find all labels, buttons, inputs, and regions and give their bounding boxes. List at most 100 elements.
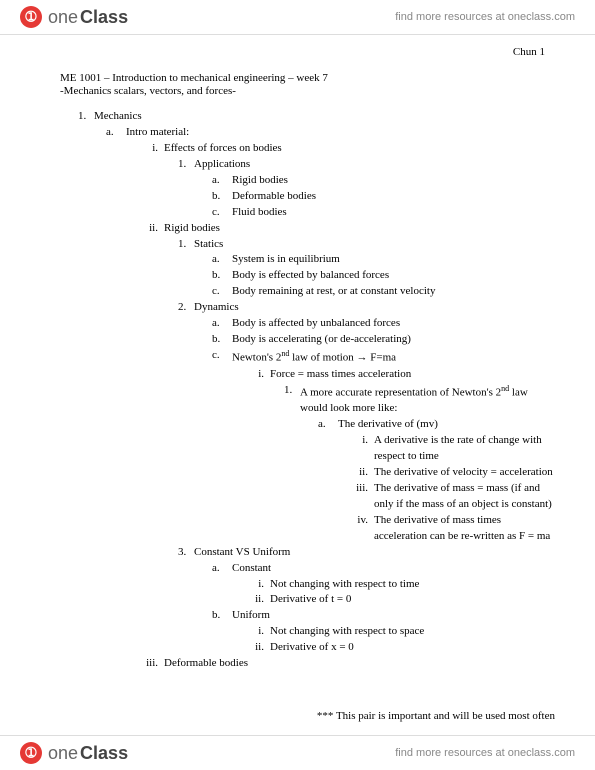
footer-tagline: find more resources at oneclass.com <box>395 747 575 759</box>
list-item: a.The derivative of (mv) <box>60 417 555 433</box>
marker: ii. <box>142 221 164 237</box>
marker: 1. <box>178 157 194 173</box>
marker: a. <box>318 417 338 433</box>
marker: b. <box>212 189 232 205</box>
list-item: i.A derivative is the rate of change wit… <box>60 433 555 465</box>
list-item: iii.Deformable bodies <box>60 656 555 672</box>
text: Deformable bodies <box>164 656 555 672</box>
text: Intro material: <box>126 125 555 141</box>
text: Effects of forces on bodies <box>164 141 555 157</box>
marker: i. <box>352 433 374 465</box>
marker: a. <box>212 561 232 577</box>
brand-text-class: Class <box>80 743 128 764</box>
text: Fluid bodies <box>232 205 555 221</box>
list-item: b.Body is effected by balanced forces <box>60 268 555 284</box>
list-item: a.Constant <box>60 561 555 577</box>
outline: 1.Mechanics a.Intro material: i.Effects … <box>60 109 555 672</box>
list-item: a.Body is affected by unbalanced forces <box>60 316 555 332</box>
text: Newton's 2nd law of motion → F=ma <box>232 348 555 367</box>
text: Rigid bodies <box>164 221 555 237</box>
page-corner-label: Chun 1 <box>60 46 555 72</box>
list-item: 1.Applications <box>60 157 555 173</box>
marker: 1. <box>78 109 94 125</box>
footer-bar: ➀ oneClass find more resources at onecla… <box>0 735 595 770</box>
marker: i. <box>248 577 270 593</box>
text: System is in equilibrium <box>232 252 555 268</box>
list-item: 1.Mechanics <box>60 109 555 125</box>
brand-text-class: Class <box>80 7 128 28</box>
brand-icon: ➀ <box>20 742 42 764</box>
header-tagline: find more resources at oneclass.com <box>395 11 575 23</box>
brand-text-one: one <box>48 7 78 28</box>
text: Constant <box>232 561 555 577</box>
marker: a. <box>106 125 126 141</box>
text-part: A more accurate representation of Newton… <box>300 386 501 398</box>
brand-logo: ➀ oneClass <box>20 6 128 28</box>
text: Not changing with respect to space <box>270 624 555 640</box>
marker: 1. <box>178 237 194 253</box>
text: Derivative of t = 0 <box>270 592 555 608</box>
text: Body remaining at rest, or at constant v… <box>232 284 555 300</box>
list-item: 1.A more accurate representation of Newt… <box>60 383 555 418</box>
list-item: a.Intro material: <box>60 125 555 141</box>
marker: b. <box>212 332 232 348</box>
marker: ii. <box>248 592 270 608</box>
text: Body is accelerating (or de-accelerating… <box>232 332 555 348</box>
marker: b. <box>212 608 232 624</box>
marker: ii. <box>352 465 374 481</box>
list-item: c.Newton's 2nd law of motion → F=ma <box>60 348 555 367</box>
text: A derivative is the rate of change with … <box>374 433 555 465</box>
brand-logo-footer: ➀ oneClass <box>20 742 128 764</box>
list-item: ii.The derivative of velocity = accelera… <box>60 465 555 481</box>
title-block: ME 1001 – Introduction to mechanical eng… <box>60 72 555 97</box>
list-item: ii.Derivative of x = 0 <box>60 640 555 656</box>
text: The derivative of velocity = acceleratio… <box>374 465 555 481</box>
list-item: i.Effects of forces on bodies <box>60 141 555 157</box>
doc-subtitle: -Mechanics scalars, vectors, and forces- <box>60 85 555 97</box>
text: Constant VS Uniform <box>194 545 555 561</box>
list-item: i.Not changing with respect to space <box>60 624 555 640</box>
text: The derivative of (mv) <box>338 417 555 433</box>
marker: a. <box>212 173 232 189</box>
marker: 1. <box>284 383 300 418</box>
page-content: Chun 1 ME 1001 – Introduction to mechani… <box>0 36 595 734</box>
brand-icon: ➀ <box>20 6 42 28</box>
list-item: iv.The derivative of mass times accelera… <box>60 513 555 545</box>
marker: iv. <box>352 513 374 545</box>
marker: ii. <box>248 640 270 656</box>
marker: c. <box>212 284 232 300</box>
text: Applications <box>194 157 555 173</box>
list-item: 2.Dynamics <box>60 300 555 316</box>
text: Derivative of x = 0 <box>270 640 555 656</box>
text: The derivative of mass = mass (if and on… <box>374 481 555 513</box>
list-item: c.Body remaining at rest, or at constant… <box>60 284 555 300</box>
marker: a. <box>212 252 232 268</box>
list-item: b.Body is accelerating (or de-accelerati… <box>60 332 555 348</box>
list-item: iii.The derivative of mass = mass (if an… <box>60 481 555 513</box>
marker: i. <box>142 141 164 157</box>
marker: iii. <box>352 481 374 513</box>
marker: 2. <box>178 300 194 316</box>
marker: i. <box>248 624 270 640</box>
text: A more accurate representation of Newton… <box>300 383 555 418</box>
text: Statics <box>194 237 555 253</box>
list-item: ii.Derivative of t = 0 <box>60 592 555 608</box>
list-item: 3.Constant VS Uniform <box>60 545 555 561</box>
list-item: b.Deformable bodies <box>60 189 555 205</box>
text: Mechanics <box>94 109 555 125</box>
marker: i. <box>248 367 270 383</box>
text: Deformable bodies <box>232 189 555 205</box>
text-part: law of motion → F=ma <box>289 352 396 364</box>
marker: iii. <box>142 656 164 672</box>
text: Force = mass times acceleration <box>270 367 555 383</box>
list-item: i.Force = mass times acceleration <box>60 367 555 383</box>
list-item: 1.Statics <box>60 237 555 253</box>
list-item: ii.Rigid bodies <box>60 221 555 237</box>
list-item: a.System is in equilibrium <box>60 252 555 268</box>
marker: 3. <box>178 545 194 561</box>
text-part: Newton's 2 <box>232 352 281 364</box>
marker: b. <box>212 268 232 284</box>
header-bar: ➀ oneClass find more resources at onecla… <box>0 0 595 35</box>
brand-text-one: one <box>48 743 78 764</box>
superscript: nd <box>501 384 509 393</box>
